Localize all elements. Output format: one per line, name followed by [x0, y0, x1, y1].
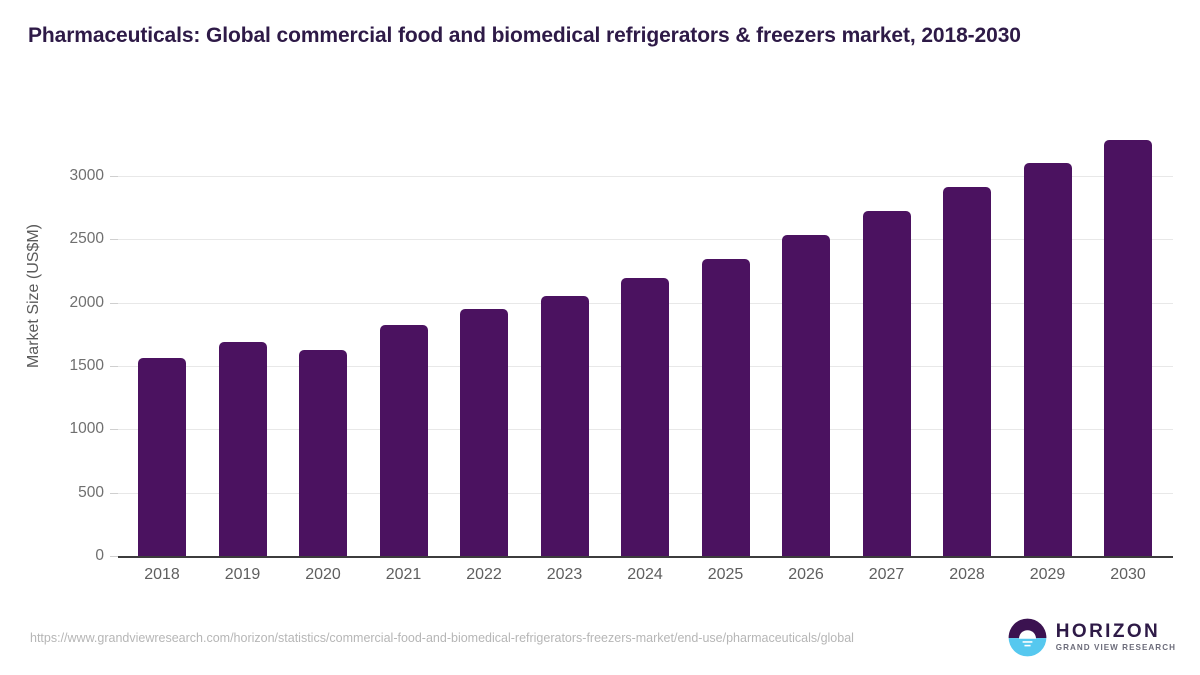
bar-2020[interactable] [299, 350, 347, 556]
x-tick-label-2029: 2029 [1029, 566, 1066, 583]
x-tick-label-2027: 2027 [868, 566, 905, 583]
y-tick-label: 500 [78, 483, 104, 501]
x-tick-label-2028: 2028 [949, 566, 985, 583]
bar-2030[interactable] [1104, 139, 1152, 556]
y-axis-tick-labels: 0 500 1000 1500 2000 2500 3000 [0, 150, 104, 564]
y-tick-label: 3000 [69, 167, 104, 184]
bar-2019[interactable] [218, 342, 267, 556]
y-tick-label: 0 [95, 547, 104, 564]
bar-2028[interactable] [943, 187, 991, 556]
x-axis-line [118, 556, 1173, 558]
y-tick-label: 2500 [69, 230, 104, 248]
bar-2021[interactable] [379, 324, 428, 556]
x-tick-label-2018: 2018 [144, 566, 180, 583]
x-axis-tick-labels: 2018 2019 2020 2021 2022 2023 2024 2025 2026 2027… [118, 566, 1173, 594]
bar-2023[interactable] [540, 295, 589, 556]
y-tick-mark [110, 302, 118, 304]
x-tick-label-2019: 2019 [224, 566, 261, 583]
x-tick-label-2021: 2021 [385, 566, 422, 583]
x-tick-label-2023: 2023 [546, 566, 583, 583]
page-title: Pharmaceuticals: Global commercial food … [28, 24, 1021, 47]
bar-2025[interactable] [701, 258, 750, 556]
logo-tagline: GRAND VIEW RESEARCH [1055, 643, 1176, 653]
y-tick-mark [110, 556, 118, 557]
y-tick-mark [110, 366, 118, 367]
y-tick-mark [110, 429, 118, 431]
y-tick-mark [110, 492, 118, 494]
x-tick-label-2022: 2022 [466, 566, 502, 583]
logo-text-block: HORIZON GRAND VIEW RESEARCH [1056, 622, 1176, 652]
source-url[interactable]: https://www.grandviewresearch.com/horizo… [30, 631, 854, 645]
gridline [118, 176, 1173, 177]
y-tick-label: 2000 [69, 293, 104, 311]
y-axis-title: Market Size (US$M) [25, 223, 42, 369]
bar-2026[interactable] [782, 235, 830, 556]
x-tick-label-2030: 2030 [1110, 566, 1146, 583]
bar-2018[interactable] [138, 358, 186, 556]
x-tick-label-2026: 2026 [788, 566, 824, 583]
y-tick-label: 1500 [69, 357, 104, 374]
y-tick-mark [110, 176, 118, 177]
horizon-logo[interactable]: HORIZON GRAND VIEW RESEARCH [1008, 618, 1176, 657]
bar-2029[interactable] [1023, 162, 1072, 556]
x-tick-label-2024: 2024 [627, 566, 663, 583]
y-tick-mark [110, 239, 118, 241]
logo-name: HORIZON [1055, 621, 1161, 643]
gridline [118, 239, 1173, 241]
bar-2027[interactable] [862, 211, 911, 556]
x-tick-label-2025: 2025 [707, 566, 744, 583]
y-axis-tick-marks [110, 150, 118, 558]
horizon-sun-circle-icon [1008, 618, 1047, 657]
plot-area [118, 139, 1173, 558]
y-tick-label: 1000 [69, 420, 104, 438]
bar-2024[interactable] [621, 278, 669, 556]
bar-2022[interactable] [460, 308, 508, 556]
x-tick-label-2020: 2020 [305, 566, 341, 583]
